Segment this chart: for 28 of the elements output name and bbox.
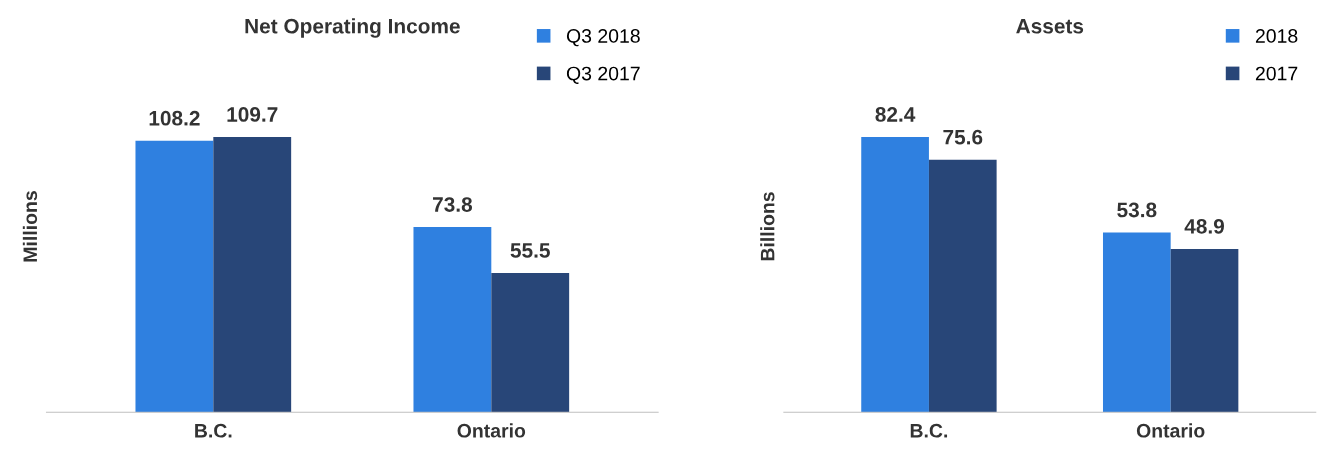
- bar: [928, 159, 997, 413]
- data-label: 55.5: [510, 243, 550, 258]
- data-label: 82.4: [875, 107, 916, 122]
- data-label: 48.9: [1184, 218, 1225, 234]
- data-label: 75.6: [943, 129, 983, 145]
- bar: [1170, 248, 1239, 413]
- data-label: 109.7: [227, 107, 278, 122]
- x-tick-label: B.C.: [195, 423, 232, 438]
- y-axis-title: Billions: [760, 192, 775, 261]
- data-label: 73.8: [433, 197, 473, 212]
- chart-title: Net Operating Income: [245, 18, 460, 38]
- legend-label: 2018: [1255, 29, 1298, 43]
- bar: [861, 137, 929, 413]
- x-tick-label: Ontario: [457, 423, 526, 438]
- x-tick-label: B.C.: [910, 423, 948, 438]
- data-label: 108.2: [149, 110, 200, 126]
- bar: [491, 273, 570, 413]
- legend-label: Q3 2017: [566, 66, 640, 84]
- chart-title: Assets: [1016, 19, 1084, 34]
- bar: [135, 140, 214, 413]
- x-tick-label: Ontario: [1136, 423, 1205, 438]
- bar: [1102, 232, 1171, 413]
- legend-label: 2017: [1255, 66, 1298, 81]
- bar: [213, 137, 292, 413]
- data-label: 53.8: [1117, 202, 1157, 218]
- bar: [413, 227, 492, 413]
- legend-label: Q3 2018: [566, 29, 640, 47]
- y-axis-title: Millions: [22, 191, 38, 262]
